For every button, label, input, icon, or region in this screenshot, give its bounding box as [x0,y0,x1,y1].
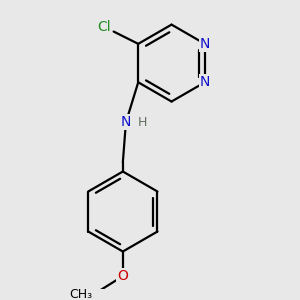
Text: H: H [138,116,148,129]
Text: O: O [117,269,128,283]
Text: N: N [200,75,210,89]
Text: Cl: Cl [98,20,111,34]
Text: N: N [200,37,210,51]
Text: CH₃: CH₃ [69,288,92,300]
Text: N: N [121,115,131,129]
